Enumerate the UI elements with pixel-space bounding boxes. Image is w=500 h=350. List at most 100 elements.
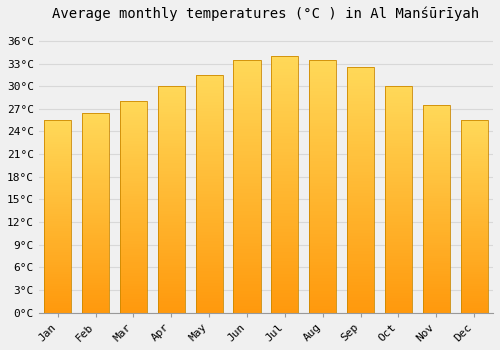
Bar xyxy=(385,202,412,205)
Bar xyxy=(120,141,147,144)
Bar xyxy=(196,84,223,87)
Bar xyxy=(82,230,109,233)
Bar xyxy=(422,191,450,193)
Bar xyxy=(120,241,147,244)
Bar xyxy=(196,155,223,158)
Bar xyxy=(347,119,374,122)
Bar xyxy=(82,258,109,260)
Bar xyxy=(234,167,260,170)
Bar xyxy=(385,208,412,211)
Bar xyxy=(422,126,450,128)
Bar xyxy=(120,210,147,212)
Bar xyxy=(460,310,488,313)
Bar xyxy=(271,123,298,127)
Bar xyxy=(271,136,298,139)
Bar xyxy=(120,244,147,247)
Bar xyxy=(44,286,72,289)
Bar xyxy=(82,283,109,285)
Bar xyxy=(347,70,374,74)
Bar xyxy=(158,117,185,120)
Bar xyxy=(120,138,147,141)
Bar xyxy=(196,105,223,107)
Bar xyxy=(385,106,412,109)
Bar xyxy=(347,86,374,89)
Bar xyxy=(271,149,298,152)
Bar xyxy=(422,154,450,157)
Bar xyxy=(120,157,147,159)
Bar xyxy=(385,216,412,219)
Bar xyxy=(460,276,488,279)
Bar xyxy=(271,120,298,123)
Bar xyxy=(196,170,223,173)
Bar xyxy=(234,139,260,142)
Bar xyxy=(309,237,336,240)
Bar xyxy=(422,167,450,170)
Bar xyxy=(385,109,412,112)
Bar xyxy=(385,86,412,89)
Bar xyxy=(309,243,336,246)
Bar xyxy=(44,212,72,214)
Bar xyxy=(385,307,412,310)
Bar xyxy=(82,245,109,247)
Bar xyxy=(460,284,488,286)
Bar xyxy=(460,204,488,207)
Bar xyxy=(271,197,298,200)
Bar xyxy=(44,204,72,207)
Bar xyxy=(385,112,412,114)
Bar xyxy=(347,245,374,248)
Bar xyxy=(347,67,374,70)
Bar xyxy=(309,88,336,91)
Bar xyxy=(158,171,185,174)
Bar xyxy=(158,185,185,188)
Bar xyxy=(120,167,147,170)
Bar xyxy=(44,149,72,152)
Bar xyxy=(347,297,374,300)
Bar xyxy=(158,154,185,157)
Bar xyxy=(82,138,109,140)
Bar xyxy=(44,152,72,154)
Bar xyxy=(347,172,374,175)
Bar xyxy=(158,253,185,256)
Bar xyxy=(120,207,147,210)
Bar xyxy=(234,63,260,66)
Bar xyxy=(234,300,260,303)
Bar xyxy=(347,144,374,147)
Bar xyxy=(422,230,450,232)
Bar xyxy=(385,231,412,233)
Bar xyxy=(196,176,223,179)
Bar xyxy=(271,133,298,136)
Bar xyxy=(158,256,185,259)
Bar xyxy=(271,219,298,223)
Bar xyxy=(271,226,298,229)
Bar xyxy=(460,149,488,152)
Bar xyxy=(234,189,260,193)
Bar xyxy=(460,130,488,132)
Bar xyxy=(385,120,412,123)
Bar xyxy=(44,279,72,281)
Bar xyxy=(347,273,374,276)
Bar xyxy=(271,117,298,120)
Bar xyxy=(234,259,260,262)
Bar xyxy=(271,139,298,142)
Bar xyxy=(82,278,109,280)
Bar xyxy=(422,310,450,313)
Bar xyxy=(460,281,488,284)
Bar xyxy=(158,174,185,177)
Bar xyxy=(196,158,223,161)
Bar xyxy=(234,224,260,227)
Bar xyxy=(271,213,298,216)
Bar xyxy=(82,160,109,163)
Bar xyxy=(385,265,412,267)
Bar xyxy=(44,199,72,202)
Bar xyxy=(234,161,260,164)
Bar xyxy=(347,147,374,150)
Bar xyxy=(271,248,298,252)
Bar xyxy=(234,290,260,294)
Bar xyxy=(196,119,223,122)
Bar xyxy=(120,130,147,133)
Bar xyxy=(120,254,147,257)
Bar xyxy=(460,122,488,125)
Bar xyxy=(385,293,412,296)
Bar xyxy=(120,273,147,276)
Bar xyxy=(82,233,109,235)
